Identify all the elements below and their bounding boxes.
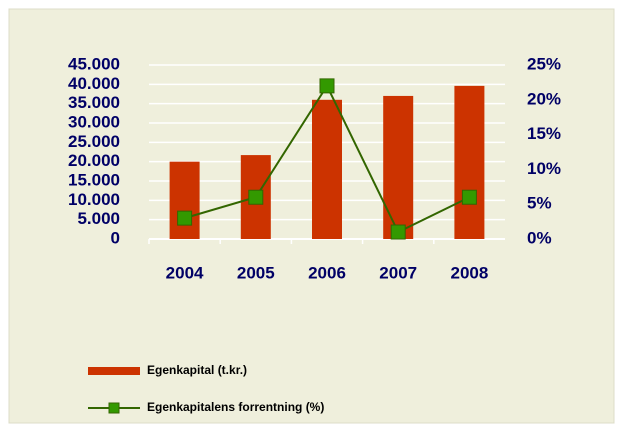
y-tick-label: 40.000 — [68, 74, 120, 93]
y-tick-label: 15.000 — [68, 170, 120, 189]
y2-tick-label: 5% — [527, 194, 552, 213]
legend-label: Egenkapitalens forrentning (%) — [147, 400, 324, 414]
x-tick-label: 2005 — [237, 263, 275, 282]
y-tick-label: 35.000 — [68, 93, 120, 112]
x-tick-label: 2008 — [450, 263, 488, 282]
bar — [312, 99, 342, 239]
y-tick-label: 25.000 — [68, 132, 120, 151]
y2-tick-label: 10% — [527, 159, 561, 178]
y-tick-label: 30.000 — [68, 112, 120, 131]
y2-tick-label: 0% — [527, 228, 552, 247]
x-tick-label: 2006 — [308, 263, 346, 282]
y2-tick-label: 20% — [527, 89, 561, 108]
y-tick-label: 45.000 — [68, 54, 120, 73]
x-tick-label: 2004 — [166, 263, 204, 282]
marker — [390, 224, 406, 240]
bar — [383, 95, 414, 239]
marker — [319, 78, 335, 94]
marker — [177, 210, 193, 226]
bar — [454, 85, 485, 239]
legend-swatch — [108, 402, 120, 414]
marker — [461, 189, 477, 205]
chart-background — [8, 8, 615, 424]
x-tick-label: 2007 — [379, 263, 417, 282]
y-tick-label: 20.000 — [68, 151, 120, 170]
y2-tick-label: 15% — [527, 124, 561, 143]
marker — [248, 189, 264, 205]
bar — [169, 161, 200, 239]
y-tick-label: 0 — [111, 228, 120, 247]
y-tick-label: 10.000 — [68, 190, 120, 209]
y2-tick-label: 25% — [527, 54, 561, 73]
legend-swatch — [88, 367, 140, 375]
y-tick-label: 5.000 — [77, 209, 120, 228]
legend-label: Egenkapital (t.kr.) — [147, 363, 247, 377]
